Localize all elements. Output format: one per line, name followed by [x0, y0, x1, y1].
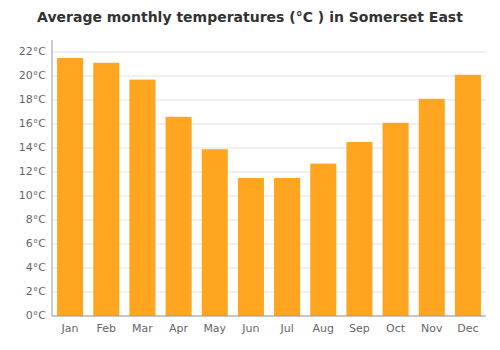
title: Average monthly temperatures (°C ) in So… — [37, 9, 463, 25]
y-tick-label: 20°C — [19, 69, 46, 82]
bar — [310, 164, 336, 316]
y-axis-line — [52, 40, 53, 316]
grid-line — [52, 52, 486, 53]
bar — [202, 149, 228, 316]
y-ticks: 0°C 2°C 4°C 6°C 8°C 10°C 12°C 14°C 16°C 18°C 20°C 2… — [19, 45, 46, 322]
chart: 0°C 2°C 4°C 6°C 8°C 10°C 12°C 14°C 16°C 18°C 20°C 2… — [0, 0, 500, 350]
y-tick-label: 4°C — [26, 261, 46, 274]
x-tick-label: Jan — [61, 322, 79, 335]
bar — [383, 123, 409, 316]
x-tick-label: Aug — [313, 322, 334, 335]
x-tick-label: Jul — [279, 322, 293, 335]
y-tick-label: 0°C — [26, 309, 46, 322]
bar — [346, 142, 372, 316]
x-tick-label: Nov — [421, 322, 443, 335]
x-tick-label: Feb — [97, 322, 116, 335]
x-tick-label: Dec — [457, 322, 478, 335]
grid-line — [52, 316, 486, 317]
y-tick-label: 14°C — [19, 141, 46, 154]
x-tick-label: May — [203, 322, 226, 335]
x-ticks: Jan Feb Mar Apr May Jun Jul Aug Sep Oct Nov Dec — [61, 322, 479, 335]
bar — [238, 178, 264, 316]
bar — [57, 58, 83, 316]
bar — [93, 63, 119, 316]
bar — [166, 117, 192, 316]
y-tick-label: 18°C — [19, 93, 46, 106]
y-tick-label: 10°C — [19, 189, 46, 202]
x-tick-label: Oct — [386, 322, 406, 335]
y-tick-label: 12°C — [19, 165, 46, 178]
bar — [274, 178, 300, 316]
x-tick-label: Jun — [241, 322, 259, 335]
bars — [57, 58, 481, 316]
y-tick-label: 16°C — [19, 117, 46, 130]
bar — [419, 99, 445, 316]
x-tick-label: Mar — [132, 322, 153, 335]
y-tick-label: 22°C — [19, 45, 46, 58]
x-tick-label: Sep — [349, 322, 370, 335]
bar — [455, 75, 481, 316]
x-axis-line — [52, 316, 486, 317]
x-tick-label: Apr — [169, 322, 189, 335]
y-tick-label: 8°C — [26, 213, 46, 226]
grid — [52, 52, 486, 316]
chart-container: 0°C 2°C 4°C 6°C 8°C 10°C 12°C 14°C 16°C 18°C 20°C 2… — [0, 0, 500, 350]
y-tick-label: 2°C — [26, 285, 46, 298]
bar — [129, 80, 155, 316]
y-tick-label: 6°C — [26, 237, 46, 250]
